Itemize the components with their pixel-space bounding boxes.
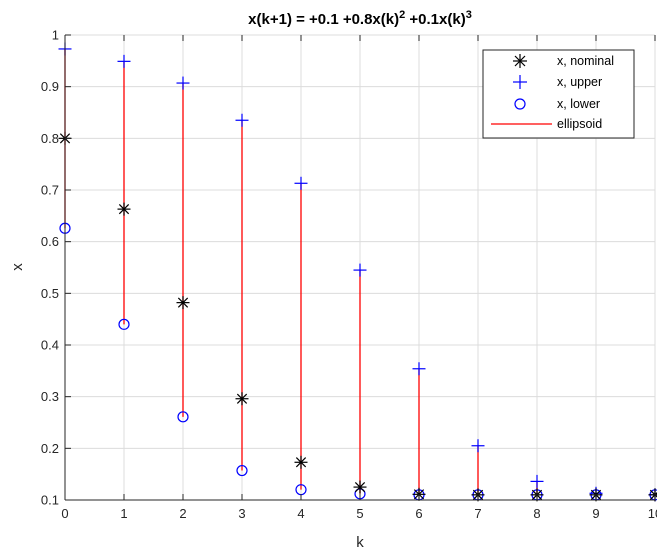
y-tick-label: 0.4 [41,338,59,353]
y-tick-label: 0.9 [41,79,59,94]
nominal-point [118,203,131,216]
x-tick-label: 7 [474,506,481,521]
x-tick-label: 0 [61,506,68,521]
y-tick-label: 0.6 [41,234,59,249]
nominal-point [236,392,249,405]
y-tick-label: 1 [52,28,59,43]
y-tick-label: 0.8 [41,131,59,146]
x-tick-label: 10 [648,506,657,521]
x-axis-label: k [356,534,364,551]
legend-label-lower: x, lower [557,97,600,111]
nominal-point [295,456,308,469]
x-tick-label: 9 [592,506,599,521]
y-tick-label: 0.7 [41,183,59,198]
x-tick-label: 4 [297,506,304,521]
nominal-point [177,296,190,309]
x-tick-label: 8 [533,506,540,521]
x-tick-label: 2 [179,506,186,521]
legend: x, nominal x, upper x, lower ellipsoid [483,50,634,138]
x-tick-label: 1 [120,506,127,521]
asterisk-marker-icon [513,54,527,68]
legend-label-upper: x, upper [557,75,602,89]
x-tick-label: 6 [415,506,422,521]
y-tick-label: 0.1 [41,493,59,508]
legend-label-ellipsoid: ellipsoid [557,117,602,131]
y-tick-label: 0.2 [41,441,59,456]
y-tick-label: 0.3 [41,389,59,404]
nominal-point [354,481,367,494]
x-tick-label: 5 [356,506,363,521]
legend-label-nominal: x, nominal [557,54,614,68]
y-axis-label: x [9,263,26,271]
y-tick-label: 0.5 [41,286,59,301]
chart-title: x(k+1) = +0.1 +0.8x(k)2 +0.1x(k)3 [248,9,472,28]
x-tick-label: 3 [238,506,245,521]
